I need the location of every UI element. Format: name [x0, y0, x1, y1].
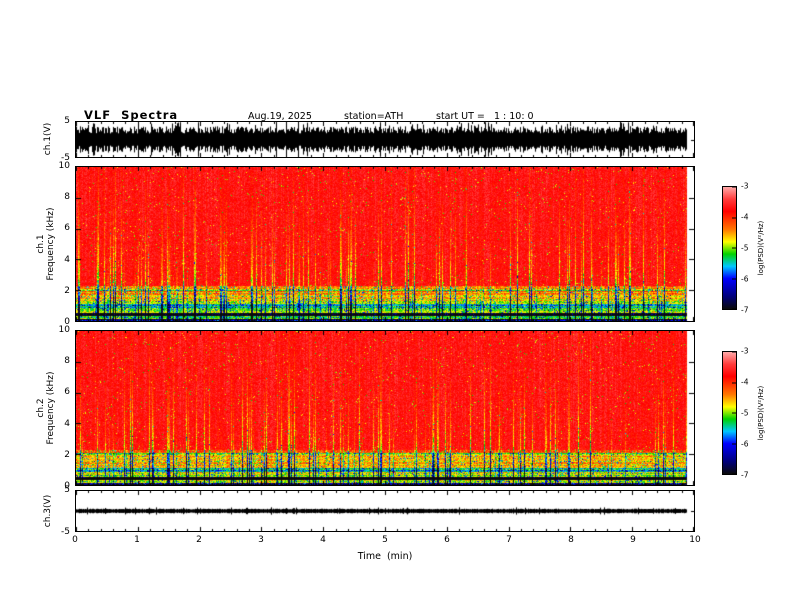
colorbar-tick-mark	[732, 412, 736, 414]
colorbar-ch2-label: log(PSD)(V²/Hz)	[757, 385, 765, 441]
colorbar-tick-label: -4	[741, 212, 749, 222]
ch3-waveform-ytick-labels: 5 -5	[38, 485, 72, 537]
colorbar-tick-mark	[732, 278, 736, 279]
colorbar-ch1-label: log(PSD)(V²/Hz)	[757, 220, 765, 276]
colorbar-tick-label: -7	[741, 305, 749, 315]
time-axis-tick: 5	[382, 535, 388, 545]
colorbar-tick-label: -4	[741, 377, 749, 387]
ch1-spectrogram-plot	[76, 167, 694, 321]
time-axis-label: Time (min)	[357, 551, 413, 562]
figure-start-ut: start UT = 1 : 10: 0	[436, 111, 534, 122]
colorbar-tick-label: -6	[741, 274, 749, 284]
colorbar-tick-label: -5	[741, 243, 749, 253]
figure-station: station=ATH	[344, 111, 404, 122]
ch2-spectrogram-ytick: 10	[58, 325, 70, 335]
figure-date: Aug.19, 2025	[248, 111, 312, 122]
colorbar-tick-label: -7	[741, 470, 749, 480]
ch2-spectrogram-ytick-labels: 10 8 6 4 2 0	[38, 325, 72, 491]
colorbar-tick-label: -3	[741, 181, 749, 191]
ch2-spectrogram-ytick: 4	[64, 418, 70, 429]
colorbar-tick-mark	[732, 247, 736, 249]
ch1-spectrogram-ytick: 6	[64, 223, 70, 234]
ch1-spectrogram-ytick: 10	[58, 161, 70, 171]
ch1-spectrogram-panel	[75, 166, 695, 322]
ch1-waveform-ytick: -5	[61, 153, 70, 163]
time-axis-tick: 3	[258, 535, 264, 545]
ch2-spectrogram-ytick: 6	[64, 387, 70, 398]
colorbar-ch2-tick-labels: -3 -4 -5 -6 -7	[741, 347, 765, 480]
colorbar-tick-mark	[732, 308, 736, 310]
ch1-waveform-ytick-labels: 5 -5	[38, 116, 72, 163]
time-axis-tick: 7	[506, 535, 512, 545]
colorbar-tick-mark	[732, 473, 736, 475]
colorbar-tick-mark	[732, 186, 736, 188]
time-axis-tick-labels: 0 1 2 3 4 5 6 7 8 9 10	[72, 535, 701, 547]
ch1-spectrogram-ytick: 4	[64, 254, 70, 265]
ch3-waveform-plot	[76, 491, 694, 531]
ch1-waveform-plot	[76, 122, 694, 157]
time-axis-tick: 8	[568, 535, 574, 545]
ch2-spectrogram-ytick: 2	[64, 449, 70, 460]
time-axis-tick: 2	[196, 535, 202, 545]
colorbar-tick-mark	[732, 382, 736, 383]
ch3-waveform-panel	[75, 490, 695, 532]
colorbar-ch2	[722, 351, 737, 475]
colorbar-tick-mark	[732, 351, 736, 353]
time-axis-tick: 1	[134, 535, 140, 545]
ch2-spectrogram-ytick: 8	[64, 356, 70, 367]
colorbar-ch1	[722, 186, 737, 310]
time-axis-tick: 6	[444, 535, 450, 545]
colorbar-tick-mark	[732, 217, 736, 218]
ch1-spectrogram-ytick: 2	[64, 285, 70, 296]
ch3-waveform-ytick: 5	[64, 485, 70, 495]
ch1-waveform-ytick: 5	[64, 116, 70, 126]
colorbar-tick-label: -3	[741, 346, 749, 356]
colorbar-tick-label: -6	[741, 439, 749, 449]
figure-title: VLF Spectra	[84, 108, 179, 122]
ch1-spectrogram-ytick: 0	[64, 317, 70, 327]
time-axis-tick: 4	[320, 535, 326, 545]
ch2-spectrogram-panel	[75, 330, 695, 486]
colorbar-ch1-tick-labels: -3 -4 -5 -6 -7	[741, 182, 765, 315]
colorbar-tick-label: -5	[741, 408, 749, 418]
ch1-spectrogram-ytick: 8	[64, 192, 70, 203]
time-axis-tick: 9	[630, 535, 636, 545]
colorbar-tick-mark	[732, 443, 736, 444]
ch2-spectrogram-ytick: 0	[64, 481, 70, 491]
ch1-waveform-panel	[75, 121, 695, 158]
time-axis-tick: 0	[72, 535, 78, 545]
ch3-waveform-ytick: -5	[61, 527, 70, 537]
ch2-spectrogram-plot	[76, 331, 694, 485]
time-axis-tick: 10	[689, 535, 701, 545]
ch1-spectrogram-ytick-labels: 10 8 6 4 2 0	[38, 161, 72, 327]
